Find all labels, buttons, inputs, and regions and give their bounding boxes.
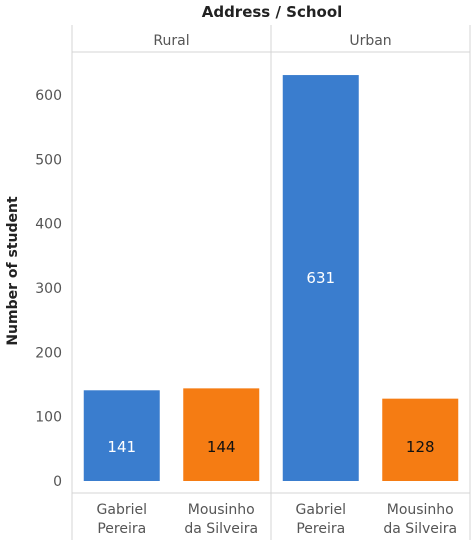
bar (183, 388, 260, 481)
bar-data-label: 141 (107, 438, 136, 456)
x-category-label: Pereira (97, 521, 146, 537)
y-tick-label: 500 (35, 152, 62, 168)
y-tick-label: 200 (35, 345, 62, 361)
panel-urban: Urban 631 Gabriel Pereira 128 Mousinho da Silv… (282, 33, 459, 537)
x-category-label: Gabriel (97, 502, 147, 518)
panel-header: Urban (349, 33, 391, 49)
bar (282, 75, 359, 481)
panel-frame (71, 25, 471, 540)
y-axis: 0 100 200 300 400 500 600 (35, 88, 62, 490)
x-category-label: Gabriel (296, 502, 346, 518)
panel-rural: Rural 141 Gabriel Pereira 144 Mousinho da Silv… (83, 33, 260, 537)
bar-data-label: 144 (207, 438, 236, 456)
x-category-label: Mousinho (188, 502, 255, 518)
x-category-label: da Silveira (184, 521, 258, 537)
x-category-label: Mousinho (387, 502, 454, 518)
y-axis-label: Number of student (5, 196, 21, 346)
y-tick-label: 600 (35, 88, 62, 104)
panels: Rural 141 Gabriel Pereira 144 Mousinho da Silv… (83, 33, 459, 537)
bar-data-label: 631 (306, 269, 335, 287)
x-category-label: Pereira (296, 521, 345, 537)
y-tick-label: 300 (35, 281, 62, 297)
bar (83, 390, 160, 481)
chart-title: Address / School (202, 3, 343, 21)
x-category-label: da Silveira (383, 521, 457, 537)
y-tick-label: 0 (53, 474, 62, 490)
bar-data-label: 128 (406, 438, 435, 456)
bar (382, 398, 459, 481)
y-tick-label: 100 (35, 410, 62, 426)
panel-header: Rural (153, 33, 189, 49)
y-tick-label: 400 (35, 217, 62, 233)
